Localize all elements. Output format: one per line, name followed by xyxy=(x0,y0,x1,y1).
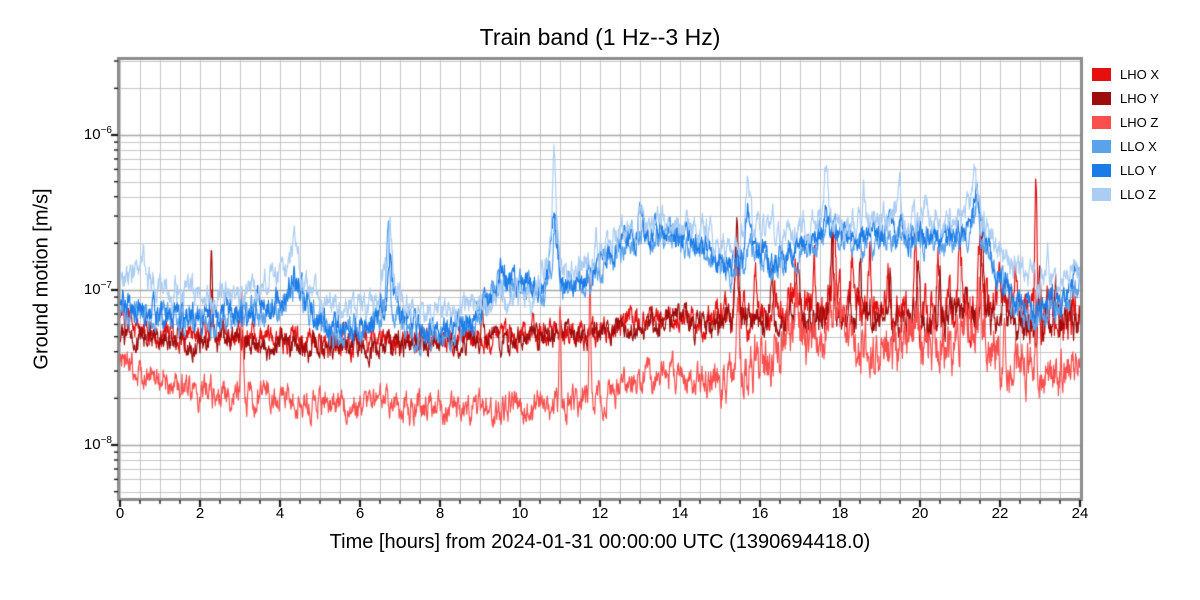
x-tick-label: 8 xyxy=(435,505,445,522)
x-tick-label: 18 xyxy=(831,505,849,522)
x-tick-label: 14 xyxy=(671,505,689,522)
x-tick-label: 12 xyxy=(591,505,609,522)
legend-item: LHO Z xyxy=(1092,110,1159,134)
legend-item: LHO Y xyxy=(1092,86,1159,110)
x-tick-label: 4 xyxy=(275,505,285,522)
legend-label: LHO Y xyxy=(1120,90,1159,106)
x-tick-label: 2 xyxy=(195,505,205,522)
y-axis-label: Ground motion [m/s] xyxy=(30,188,53,370)
legend-swatch-llo-x xyxy=(1092,139,1111,153)
chart-title: Train band (1 Hz--3 Hz) xyxy=(479,24,721,50)
legend-swatch-lho-x xyxy=(1092,67,1111,81)
x-tick-label: 24 xyxy=(1071,505,1089,522)
legend-label: LHO Z xyxy=(1120,114,1159,130)
y-tick-label: 10−6 xyxy=(83,125,112,143)
y-tick-label: 10−8 xyxy=(83,435,112,453)
legend-label: LHO X xyxy=(1120,66,1160,82)
legend-swatch-llo-y xyxy=(1092,163,1111,177)
x-tick-label: 22 xyxy=(991,505,1009,522)
legend-item: LLO Y xyxy=(1092,158,1159,182)
legend-label: LLO Z xyxy=(1120,186,1157,202)
legend-item: LLO X xyxy=(1092,134,1159,158)
x-axis-label: Time [hours] from 2024-01-31 00:00:00 UT… xyxy=(329,531,871,553)
legend-swatch-lho-z xyxy=(1092,115,1111,129)
legend-item: LHO X xyxy=(1092,62,1159,86)
legend: LHO X LHO Y LHO Z LLO X LLO Y LLO Z xyxy=(1092,62,1159,206)
x-tick-label: 10 xyxy=(511,505,529,522)
x-tick-label: 0 xyxy=(115,505,125,522)
legend-label: LLO Y xyxy=(1120,162,1157,178)
x-tick-label: 20 xyxy=(911,505,929,522)
legend-swatch-llo-z xyxy=(1092,187,1111,201)
legend-swatch-lho-y xyxy=(1092,91,1111,105)
x-tick-label: 16 xyxy=(751,505,769,522)
legend-label: LLO X xyxy=(1120,138,1157,154)
x-tick-label: 6 xyxy=(355,505,365,522)
y-tick-label: 10−7 xyxy=(83,280,112,298)
legend-item: LLO Z xyxy=(1092,182,1159,206)
